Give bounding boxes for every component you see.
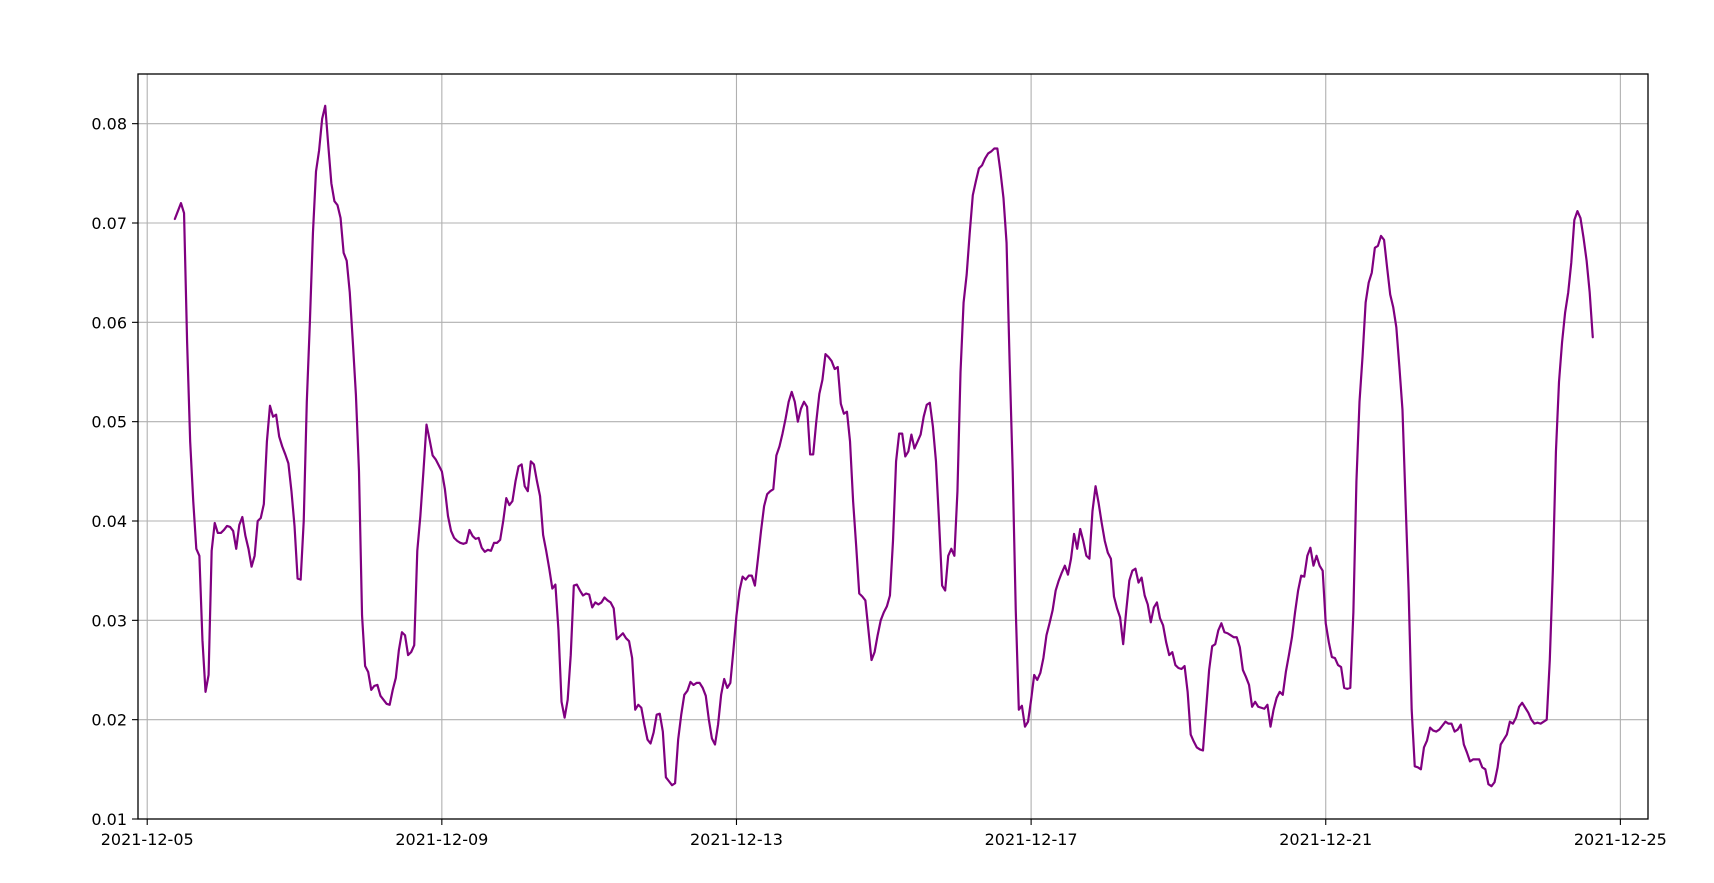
y-tick-label: 0.03 [91,611,127,630]
x-tick-label: 2021-12-05 [101,830,194,849]
x-tick-label: 2021-12-25 [1574,830,1667,849]
y-tick-label: 0.04 [91,512,127,531]
x-tick-label: 2021-12-13 [690,830,783,849]
y-tick-label: 0.05 [91,413,127,432]
series-line-0 [173,104,1594,788]
x-tick-label: 2021-12-21 [1279,830,1372,849]
plot-frame [137,73,1649,820]
y-axis: 0.01 0.02 0.03 0.04 0.05 0.06 0.07 0.08 [91,115,138,829]
y-tick-label: 0.02 [91,711,127,730]
y-tick-label: 0.01 [91,810,127,829]
y-gridlines [138,123,1648,820]
x-gridlines [146,74,1621,819]
y-tick-label: 0.06 [91,313,127,332]
x-axis: 2021-12-05 2021-12-09 2021-12-13 2021-12-17… [101,819,1667,849]
y-tick-label: 0.08 [91,115,127,134]
x-tick-label: 2021-12-17 [985,830,1078,849]
series-layer [173,104,1594,788]
y-tick-label: 0.07 [91,214,127,233]
x-tick-label: 2021-12-09 [395,830,488,849]
